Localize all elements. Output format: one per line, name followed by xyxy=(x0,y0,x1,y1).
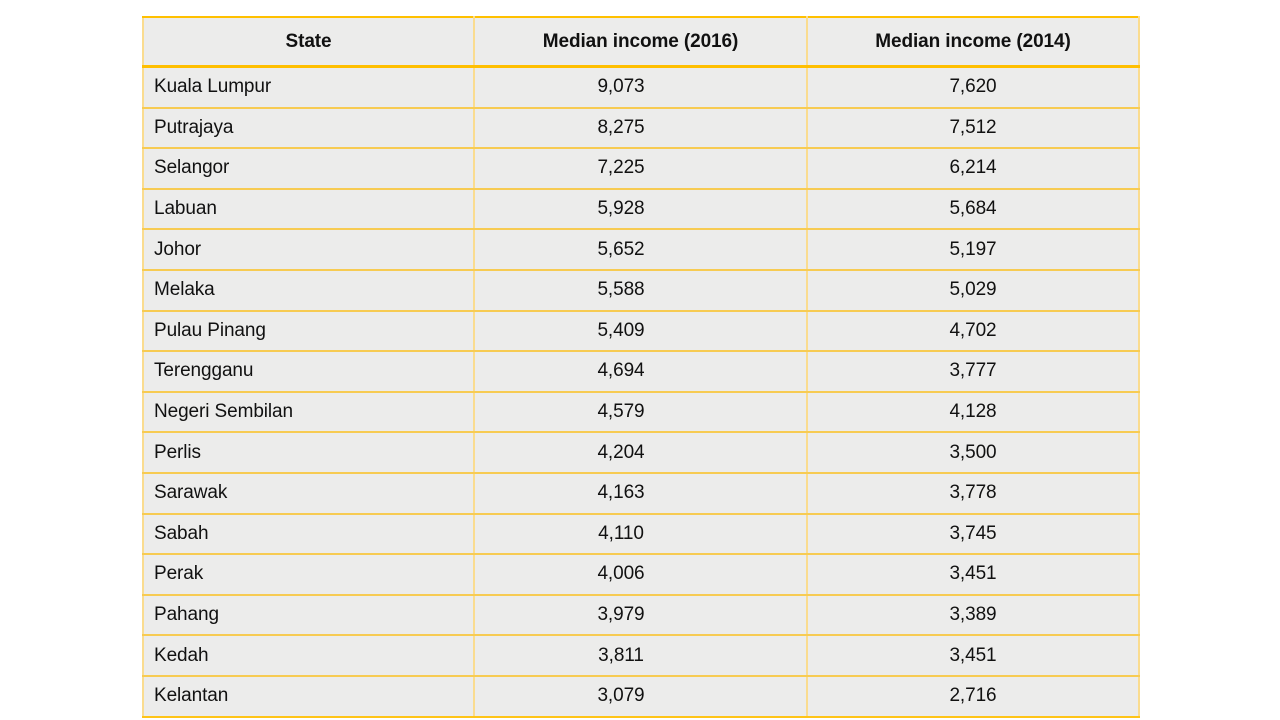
state-cell: Pulau Pinang xyxy=(142,310,475,353)
income-2016-cell: 4,694 xyxy=(473,351,808,393)
income-2014-cell: 4,702 xyxy=(806,310,1140,353)
income-2016-cell: 4,163 xyxy=(473,472,808,515)
table-row: Johor 5,652 5,197 xyxy=(142,229,1140,271)
income-2014-cell: 5,197 xyxy=(806,229,1140,271)
income-2016-cell: 4,204 xyxy=(473,432,808,474)
table-row: Pulau Pinang 5,409 4,702 xyxy=(142,310,1140,353)
income-2016-cell: 8,275 xyxy=(473,107,808,150)
income-2014-cell: 3,778 xyxy=(806,472,1140,515)
table-row: Negeri Sembilan 4,579 4,128 xyxy=(142,391,1140,434)
state-cell: Labuan xyxy=(142,188,475,231)
table-row: Selangor 7,225 6,214 xyxy=(142,148,1140,190)
income-2014-cell: 7,512 xyxy=(806,107,1140,150)
table-row: Perlis 4,204 3,500 xyxy=(142,432,1140,474)
state-cell: Sarawak xyxy=(142,472,475,515)
income-2014-cell: 3,777 xyxy=(806,351,1140,393)
income-2014-cell: 3,500 xyxy=(806,432,1140,474)
table-row: Sarawak 4,163 3,778 xyxy=(142,472,1140,515)
income-2016-cell: 4,110 xyxy=(473,513,808,556)
state-cell: Kedah xyxy=(142,635,475,677)
income-2016-cell: 3,979 xyxy=(473,594,808,637)
column-header-income-2014: Median income (2014) xyxy=(806,16,1140,68)
state-cell: Johor xyxy=(142,229,475,271)
state-cell: Melaka xyxy=(142,269,475,312)
income-2016-cell: 7,225 xyxy=(473,148,808,190)
state-cell: Terengganu xyxy=(142,351,475,393)
state-cell: Kelantan xyxy=(142,675,475,718)
table-row: Kelantan 3,079 2,716 xyxy=(142,675,1140,718)
income-2016-cell: 4,579 xyxy=(473,391,808,434)
state-cell: Negeri Sembilan xyxy=(142,391,475,434)
income-2014-cell: 7,620 xyxy=(806,66,1140,109)
state-cell: Pahang xyxy=(142,594,475,637)
state-cell: Perlis xyxy=(142,432,475,474)
table-row: Melaka 5,588 5,029 xyxy=(142,269,1140,312)
state-cell: Putrajaya xyxy=(142,107,475,150)
income-2014-cell: 3,745 xyxy=(806,513,1140,556)
table-row: Putrajaya 8,275 7,512 xyxy=(142,107,1140,150)
income-2014-cell: 4,128 xyxy=(806,391,1140,434)
income-2016-cell: 4,006 xyxy=(473,554,808,596)
state-cell: Kuala Lumpur xyxy=(142,66,475,109)
header-row: State Median income (2016) Median income… xyxy=(142,16,1140,68)
table-row: Terengganu 4,694 3,777 xyxy=(142,351,1140,393)
income-2014-cell: 3,451 xyxy=(806,635,1140,677)
state-cell: Sabah xyxy=(142,513,475,556)
income-2014-cell: 6,214 xyxy=(806,148,1140,190)
income-2016-cell: 3,079 xyxy=(473,675,808,718)
table-row: Kuala Lumpur 9,073 7,620 xyxy=(142,66,1140,109)
income-2014-cell: 2,716 xyxy=(806,675,1140,718)
income-2016-cell: 5,652 xyxy=(473,229,808,271)
median-income-table: State Median income (2016) Median income… xyxy=(142,16,1140,718)
table-row: Kedah 3,811 3,451 xyxy=(142,635,1140,677)
income-2016-cell: 5,588 xyxy=(473,269,808,312)
income-2014-cell: 3,451 xyxy=(806,554,1140,596)
state-cell: Perak xyxy=(142,554,475,596)
table-row: Labuan 5,928 5,684 xyxy=(142,188,1140,231)
state-cell: Selangor xyxy=(142,148,475,190)
income-2016-cell: 5,928 xyxy=(473,188,808,231)
table-row: Sabah 4,110 3,745 xyxy=(142,513,1140,556)
income-2016-cell: 5,409 xyxy=(473,310,808,353)
income-2016-cell: 9,073 xyxy=(473,66,808,109)
column-header-state: State xyxy=(142,16,475,68)
column-header-income-2016: Median income (2016) xyxy=(473,16,808,68)
income-2014-cell: 3,389 xyxy=(806,594,1140,637)
table-row: Pahang 3,979 3,389 xyxy=(142,594,1140,637)
income-2016-cell: 3,811 xyxy=(473,635,808,677)
income-2014-cell: 5,029 xyxy=(806,269,1140,312)
table-row: Perak 4,006 3,451 xyxy=(142,554,1140,596)
income-2014-cell: 5,684 xyxy=(806,188,1140,231)
